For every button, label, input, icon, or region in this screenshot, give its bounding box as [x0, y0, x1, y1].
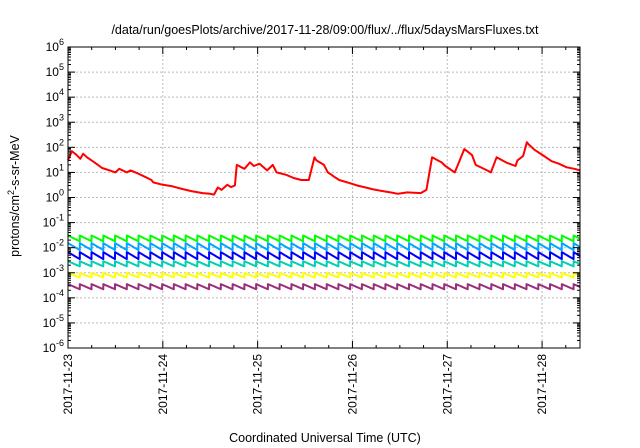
y-tick-exponent: 3	[59, 112, 64, 122]
x-tick-label: 2017-11-26	[345, 354, 359, 415]
chart-title: /data/run/goesPlots/archive/2017-11-28/0…	[111, 23, 539, 37]
y-tick-exponent: 4	[59, 87, 64, 97]
y-tick-base: 10	[46, 140, 60, 154]
y-tick-label: 104	[46, 87, 64, 104]
y-tick-label: 10-3	[43, 263, 64, 280]
y-tick-exponent: 2	[59, 137, 64, 147]
y-tick-base: 10	[46, 90, 60, 104]
y-tick-base: 10	[43, 291, 57, 305]
grid	[68, 47, 580, 348]
y-tick-exponent: 0	[59, 188, 64, 198]
series-line	[67, 272, 581, 279]
y-tick-exponent: -2	[56, 238, 64, 248]
x-tick-label: 2017-11-24	[156, 354, 170, 415]
y-tick-exponent: 5	[59, 62, 64, 72]
tick-marks	[67, 46, 580, 349]
y-tick-exponent: 6	[59, 37, 64, 47]
y-tick-exponent: -5	[56, 313, 64, 323]
series-layer	[67, 141, 581, 291]
y-tick-base: 10	[46, 65, 60, 79]
y-tick-label: 106	[46, 37, 64, 54]
y-axis-title-pre: protons/cm	[8, 195, 22, 257]
y-tick-base: 10	[46, 165, 60, 179]
y-tick-label: 10-6	[43, 338, 64, 355]
y-tick-label: 100	[46, 188, 64, 205]
y-tick-exponent: -1	[56, 213, 64, 223]
x-axis-title: Coordinated Universal Time (UTC)	[229, 431, 421, 445]
y-tick-exponent: -4	[56, 288, 64, 298]
y-tick-labels: 10-610-510-410-310-210-11001011021031041…	[43, 37, 64, 355]
y-tick-label: 10-2	[43, 238, 64, 255]
y-tick-base: 10	[43, 241, 57, 255]
x-tick-label: 2017-11-25	[251, 354, 265, 415]
x-tick-label: 2017-11-27	[440, 354, 454, 415]
x-tick-label: 2017-11-23	[61, 354, 75, 415]
series-line	[67, 251, 581, 261]
y-axis-title: protons/cm2-s-sr-MeV	[6, 134, 22, 256]
series-line	[67, 234, 581, 243]
y-tick-label: 103	[46, 112, 64, 129]
y-tick-exponent: -6	[56, 338, 64, 348]
y-tick-exponent: -3	[56, 263, 64, 273]
series-line	[67, 242, 581, 252]
y-tick-label: 101	[46, 162, 64, 179]
y-tick-base: 10	[46, 191, 60, 205]
y-axis-title-sup: 2	[6, 190, 16, 195]
y-tick-base: 10	[46, 115, 60, 129]
y-tick-base: 10	[46, 40, 60, 54]
series-line	[67, 141, 581, 196]
series-line	[67, 260, 581, 268]
y-tick-base: 10	[43, 341, 57, 355]
y-tick-label: 105	[46, 62, 64, 79]
y-axis-title-post: -s-sr-MeV	[8, 134, 22, 190]
y-tick-exponent: 1	[59, 162, 64, 172]
y-tick-label: 102	[46, 137, 64, 154]
series-line	[67, 283, 581, 291]
y-tick-label: 10-4	[43, 288, 64, 305]
y-tick-label: 10-5	[43, 313, 64, 330]
x-tick-labels: 2017-11-23 2017-11-24 2017-11-25 2017-11-26…	[61, 354, 549, 415]
y-tick-label: 10-1	[43, 213, 64, 230]
y-tick-base: 10	[43, 266, 57, 280]
y-tick-base: 10	[43, 316, 57, 330]
x-tick-label: 2017-11-28	[535, 354, 549, 415]
y-tick-base: 10	[43, 216, 57, 230]
